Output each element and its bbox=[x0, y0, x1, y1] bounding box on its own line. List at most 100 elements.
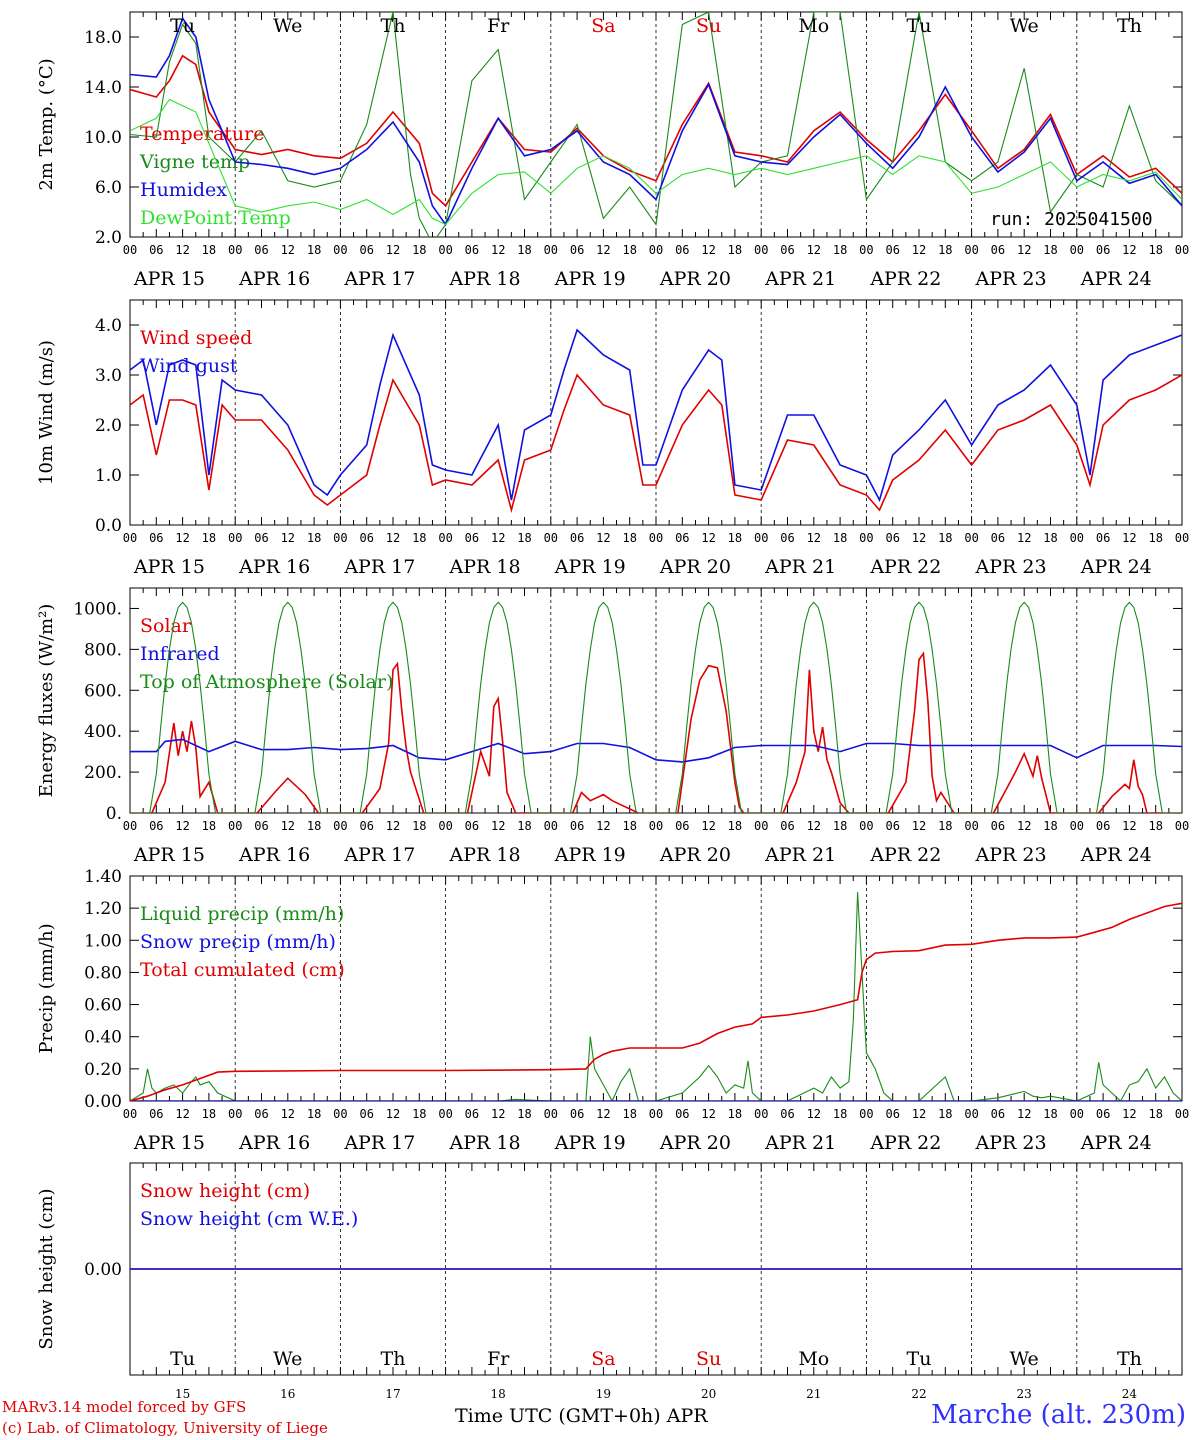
y-tick-label: 1.0 bbox=[95, 466, 122, 486]
x-date-label: APR 15 bbox=[133, 268, 205, 290]
y-tick-label: 0.40 bbox=[84, 1028, 122, 1048]
x-hour-label: 18 bbox=[622, 243, 636, 257]
y-tick-label: 3.0 bbox=[95, 366, 122, 386]
x-date-label: APR 22 bbox=[869, 556, 941, 578]
x-hour-label: 18 bbox=[833, 1107, 847, 1121]
x-date-label: APR 24 bbox=[1080, 556, 1152, 578]
x-hour-label: 00 bbox=[333, 819, 347, 833]
x-hour-label: 06 bbox=[359, 1107, 373, 1121]
x-hour-label: 06 bbox=[885, 819, 899, 833]
x-hour-label: 18 bbox=[938, 1107, 952, 1121]
x-hour-label: 00 bbox=[123, 1107, 137, 1121]
legend-entry: Infrared bbox=[140, 643, 220, 665]
legend-entry: Wind gust bbox=[140, 355, 238, 377]
x-axis-title-text: Time UTC (GMT+0h) bbox=[455, 1405, 661, 1427]
series-line bbox=[130, 601, 1182, 813]
x-hour-label: 12 bbox=[175, 819, 189, 833]
x-hour-label: 06 bbox=[675, 1107, 689, 1121]
x-hour-label: 06 bbox=[359, 819, 373, 833]
x-hour-label: 18 bbox=[517, 1107, 531, 1121]
x-hour-label: 00 bbox=[754, 1107, 768, 1121]
weekday-label: Th bbox=[1117, 15, 1142, 37]
x-date-label: APR 15 bbox=[133, 556, 205, 578]
x-hour-label: 00 bbox=[123, 243, 137, 257]
x-hour-label: 06 bbox=[780, 531, 794, 545]
series-line bbox=[130, 902, 1182, 1101]
x-hour-label: 12 bbox=[807, 531, 821, 545]
legend-entry: Snow height (cm W.E.) bbox=[140, 1208, 358, 1230]
x-hour-label: 12 bbox=[491, 1107, 505, 1121]
x-axis-title: Time UTC (GMT+0h) APR bbox=[455, 1405, 708, 1427]
x-hour-label: 18 bbox=[938, 531, 952, 545]
legend-entry: Snow height (cm) bbox=[140, 1180, 310, 1202]
x-hour-label: 18 bbox=[412, 1107, 426, 1121]
x-date-label: APR 18 bbox=[449, 1132, 521, 1154]
x-date-label: APR 23 bbox=[975, 844, 1047, 866]
x-hour-label: 00 bbox=[1070, 819, 1084, 833]
x-hour-label: 06 bbox=[149, 531, 163, 545]
x-hour-label: 00 bbox=[859, 243, 873, 257]
x-hour-label: 12 bbox=[386, 819, 400, 833]
x-hour-label: 18 bbox=[1148, 819, 1162, 833]
x-hour-label: 12 bbox=[386, 243, 400, 257]
day-number-label: 17 bbox=[385, 1387, 400, 1401]
x-hour-label: 00 bbox=[754, 243, 768, 257]
series-line bbox=[130, 98, 1182, 226]
x-hour-label: 18 bbox=[307, 1107, 321, 1121]
series-line bbox=[130, 892, 1182, 1101]
x-hour-label: 00 bbox=[123, 531, 137, 545]
y-tick-label: 0.00 bbox=[84, 1260, 122, 1280]
x-hour-label: 06 bbox=[570, 1107, 584, 1121]
x-date-label: APR 22 bbox=[869, 1132, 941, 1154]
weekday-label: We bbox=[273, 1348, 302, 1370]
y-tick-label: 600. bbox=[84, 681, 122, 701]
series-line bbox=[130, 12, 1182, 237]
legend-entry: Snow precip (mm/h) bbox=[140, 931, 336, 953]
x-hour-label: 18 bbox=[517, 819, 531, 833]
x-date-label: APR 15 bbox=[133, 1132, 205, 1154]
x-hour-label: 00 bbox=[754, 819, 768, 833]
run-label: run: 2025041500 bbox=[990, 209, 1153, 230]
x-hour-label: 06 bbox=[885, 1107, 899, 1121]
x-date-label: APR 22 bbox=[869, 268, 941, 290]
x-hour-label: 06 bbox=[780, 243, 794, 257]
x-hour-label: 18 bbox=[202, 243, 216, 257]
weekday-label: Su bbox=[696, 1348, 721, 1370]
x-date-label: APR 21 bbox=[764, 844, 836, 866]
x-hour-label: 12 bbox=[1122, 243, 1136, 257]
x-hour-label: 00 bbox=[544, 531, 558, 545]
x-hour-label: 12 bbox=[1017, 1107, 1031, 1121]
x-hour-label: 00 bbox=[964, 243, 978, 257]
x-hour-label: 06 bbox=[570, 243, 584, 257]
x-date-label: APR 16 bbox=[238, 268, 310, 290]
x-hour-label: 06 bbox=[675, 531, 689, 545]
x-hour-label: 00 bbox=[1070, 1107, 1084, 1121]
x-date-label: APR 21 bbox=[764, 1132, 836, 1154]
panel-frame bbox=[129, 11, 1183, 238]
legend-entry: Humidex bbox=[140, 179, 227, 201]
legend-entry: Solar bbox=[140, 615, 192, 637]
x-hour-label: 00 bbox=[438, 819, 452, 833]
x-hour-label: 12 bbox=[807, 1107, 821, 1121]
x-hour-label: 12 bbox=[175, 243, 189, 257]
x-hour-label: 18 bbox=[622, 531, 636, 545]
panel-frame bbox=[129, 299, 1183, 526]
y-tick-label: 0. bbox=[106, 804, 122, 824]
x-hour-label: 00 bbox=[964, 531, 978, 545]
y-tick-label: 1.20 bbox=[84, 899, 122, 919]
legend-entry: Top of Atmosphere (Solar) bbox=[140, 671, 393, 693]
x-hour-label: 00 bbox=[859, 531, 873, 545]
weekday-label: Th bbox=[381, 1348, 406, 1370]
x-hour-label: 00 bbox=[228, 1107, 242, 1121]
x-hour-label: 18 bbox=[1043, 1107, 1057, 1121]
x-hour-label: 00 bbox=[1070, 243, 1084, 257]
day-number-label: 24 bbox=[1122, 1387, 1138, 1401]
x-hour-label: 06 bbox=[149, 243, 163, 257]
weekday-label: Th bbox=[381, 15, 406, 37]
y-tick-label: 200. bbox=[84, 763, 122, 783]
x-hour-label: 18 bbox=[307, 819, 321, 833]
x-hour-label: 18 bbox=[833, 531, 847, 545]
x-hour-label: 06 bbox=[991, 819, 1005, 833]
x-hour-label: 06 bbox=[991, 1107, 1005, 1121]
day-number-label: 21 bbox=[806, 1387, 821, 1401]
